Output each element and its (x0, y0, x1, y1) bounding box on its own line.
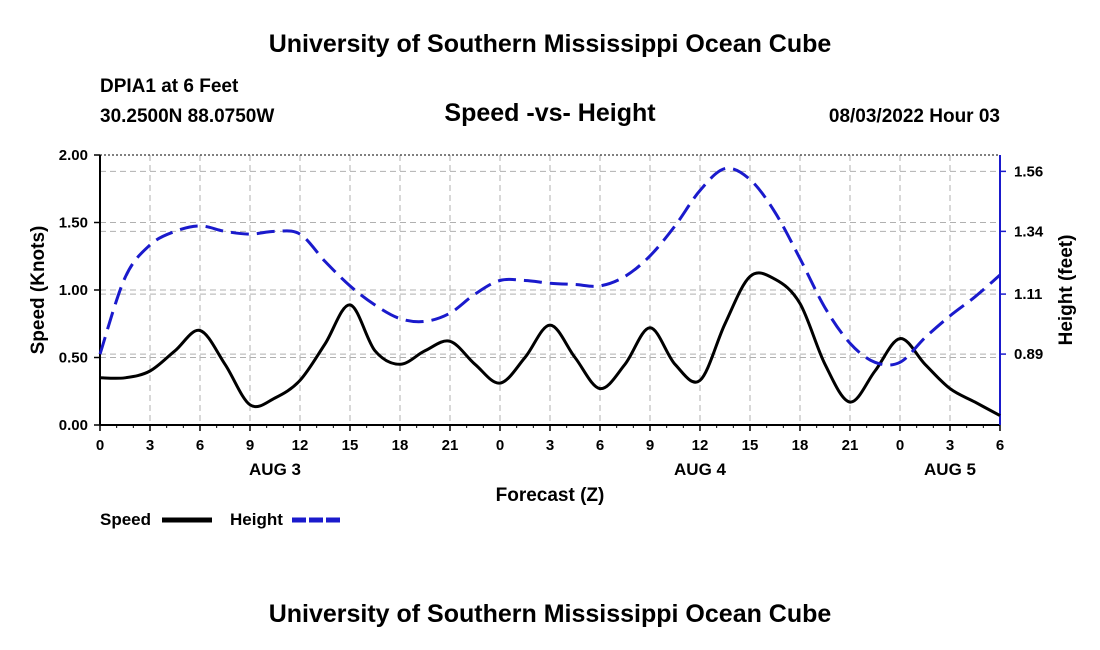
y-tick-label: 1.00 (59, 282, 88, 299)
date-label: AUG 3 (249, 460, 301, 479)
x-tick-label: 3 (546, 437, 554, 454)
date-label: AUG 4 (674, 460, 727, 479)
y2-tick-label: 0.89 (1014, 346, 1043, 363)
y-tick-label: 1.50 (59, 215, 88, 232)
x-axis-title: Forecast (Z) (496, 485, 605, 506)
station-label: DPIA1 at 6 Feet (100, 76, 239, 97)
x-tick-label: 0 (896, 437, 904, 454)
x-tick-label: 6 (596, 437, 604, 454)
x-tick-label: 21 (442, 437, 459, 454)
y2-tick-label: 1.56 (1014, 163, 1043, 180)
x-tick-label: 3 (146, 437, 154, 454)
coordinates-label: 30.2500N 88.0750W (100, 106, 275, 127)
x-tick-label: 18 (792, 437, 809, 454)
x-tick-label: 0 (96, 437, 104, 454)
y2-axis-title: Height (feet) (1056, 235, 1077, 346)
y-tick-label: 2.00 (59, 147, 88, 164)
y2-tick-label: 1.11 (1014, 286, 1042, 303)
y-tick-label: 0.50 (59, 350, 88, 367)
x-tick-label: 18 (392, 437, 409, 454)
x-tick-label: 3 (946, 437, 954, 454)
x-tick-label: 9 (246, 437, 254, 454)
x-tick-label: 12 (292, 437, 309, 454)
series-line-height (98, 166, 1001, 367)
series-line-speed (99, 271, 1001, 417)
x-tick-label: 6 (996, 437, 1004, 454)
footer-title: University of Southern Mississippi Ocean… (268, 600, 832, 628)
x-tick-label: 6 (196, 437, 204, 454)
y2-tick-label: 1.34 (1014, 223, 1044, 240)
x-tick-label: 12 (692, 437, 709, 454)
datetime-label: 08/03/2022 Hour 03 (828, 106, 1000, 127)
x-tick-label: 0 (496, 437, 504, 454)
chart-main-title: University of Southern Mississippi Ocean… (268, 30, 832, 58)
x-tick-label: 15 (742, 437, 759, 454)
date-label: AUG 5 (924, 460, 976, 479)
y-axis-title: Speed (Knots) (28, 226, 49, 355)
x-tick-label: 21 (842, 437, 859, 454)
chart-subtitle: Speed -vs- Height (444, 99, 656, 127)
legend-speed-label: Speed (100, 510, 151, 529)
y-tick-label: 0.00 (59, 417, 88, 434)
legend-height-label: Height (230, 510, 283, 529)
x-tick-label: 15 (342, 437, 359, 454)
x-tick-label: 9 (646, 437, 654, 454)
